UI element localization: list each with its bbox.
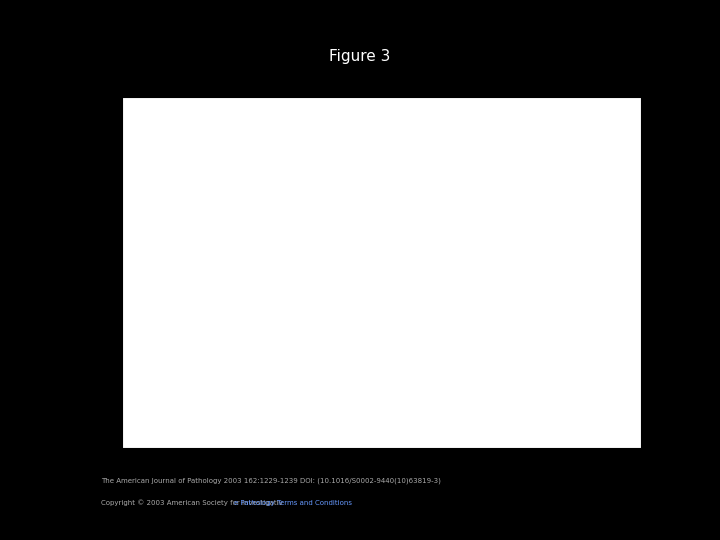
CS1 Rx xyxy=(153,191,162,197)
Line: Control: Control xyxy=(158,194,492,426)
CS1 Rx xyxy=(287,214,296,220)
Text: Copyright © 2003 American Society for Investigativ: Copyright © 2003 American Society for In… xyxy=(101,500,282,506)
Y-axis label: % Survival: % Survival xyxy=(97,244,112,318)
Control xyxy=(488,423,497,429)
X-axis label: Days after OLT: Days after OLT xyxy=(276,467,401,481)
CS1 Rx xyxy=(488,214,497,220)
Control xyxy=(153,191,162,197)
Text: ELSEVIER: ELSEVIER xyxy=(21,504,58,511)
Text: The American Journal of Pathology 2003 162:1229-1239 DOI: (10.1016/S0002-9440(10: The American Journal of Pathology 2003 1… xyxy=(101,478,441,484)
CS1 Rx xyxy=(197,214,206,220)
Control xyxy=(197,330,206,336)
Line: CS1 Rx: CS1 Rx xyxy=(158,194,492,217)
CS1 Rx xyxy=(197,191,206,197)
Text: e Pathology Terms and Conditions: e Pathology Terms and Conditions xyxy=(234,500,352,505)
Control xyxy=(163,330,172,336)
Control xyxy=(197,423,206,429)
CS1 Rx xyxy=(287,214,296,220)
Control xyxy=(153,191,162,197)
Text: Figure 3: Figure 3 xyxy=(329,49,391,64)
Text: Control: Control xyxy=(581,234,626,247)
Text: 🌳: 🌳 xyxy=(34,471,45,490)
Text: CS1 Rx: CS1 Rx xyxy=(581,297,626,310)
